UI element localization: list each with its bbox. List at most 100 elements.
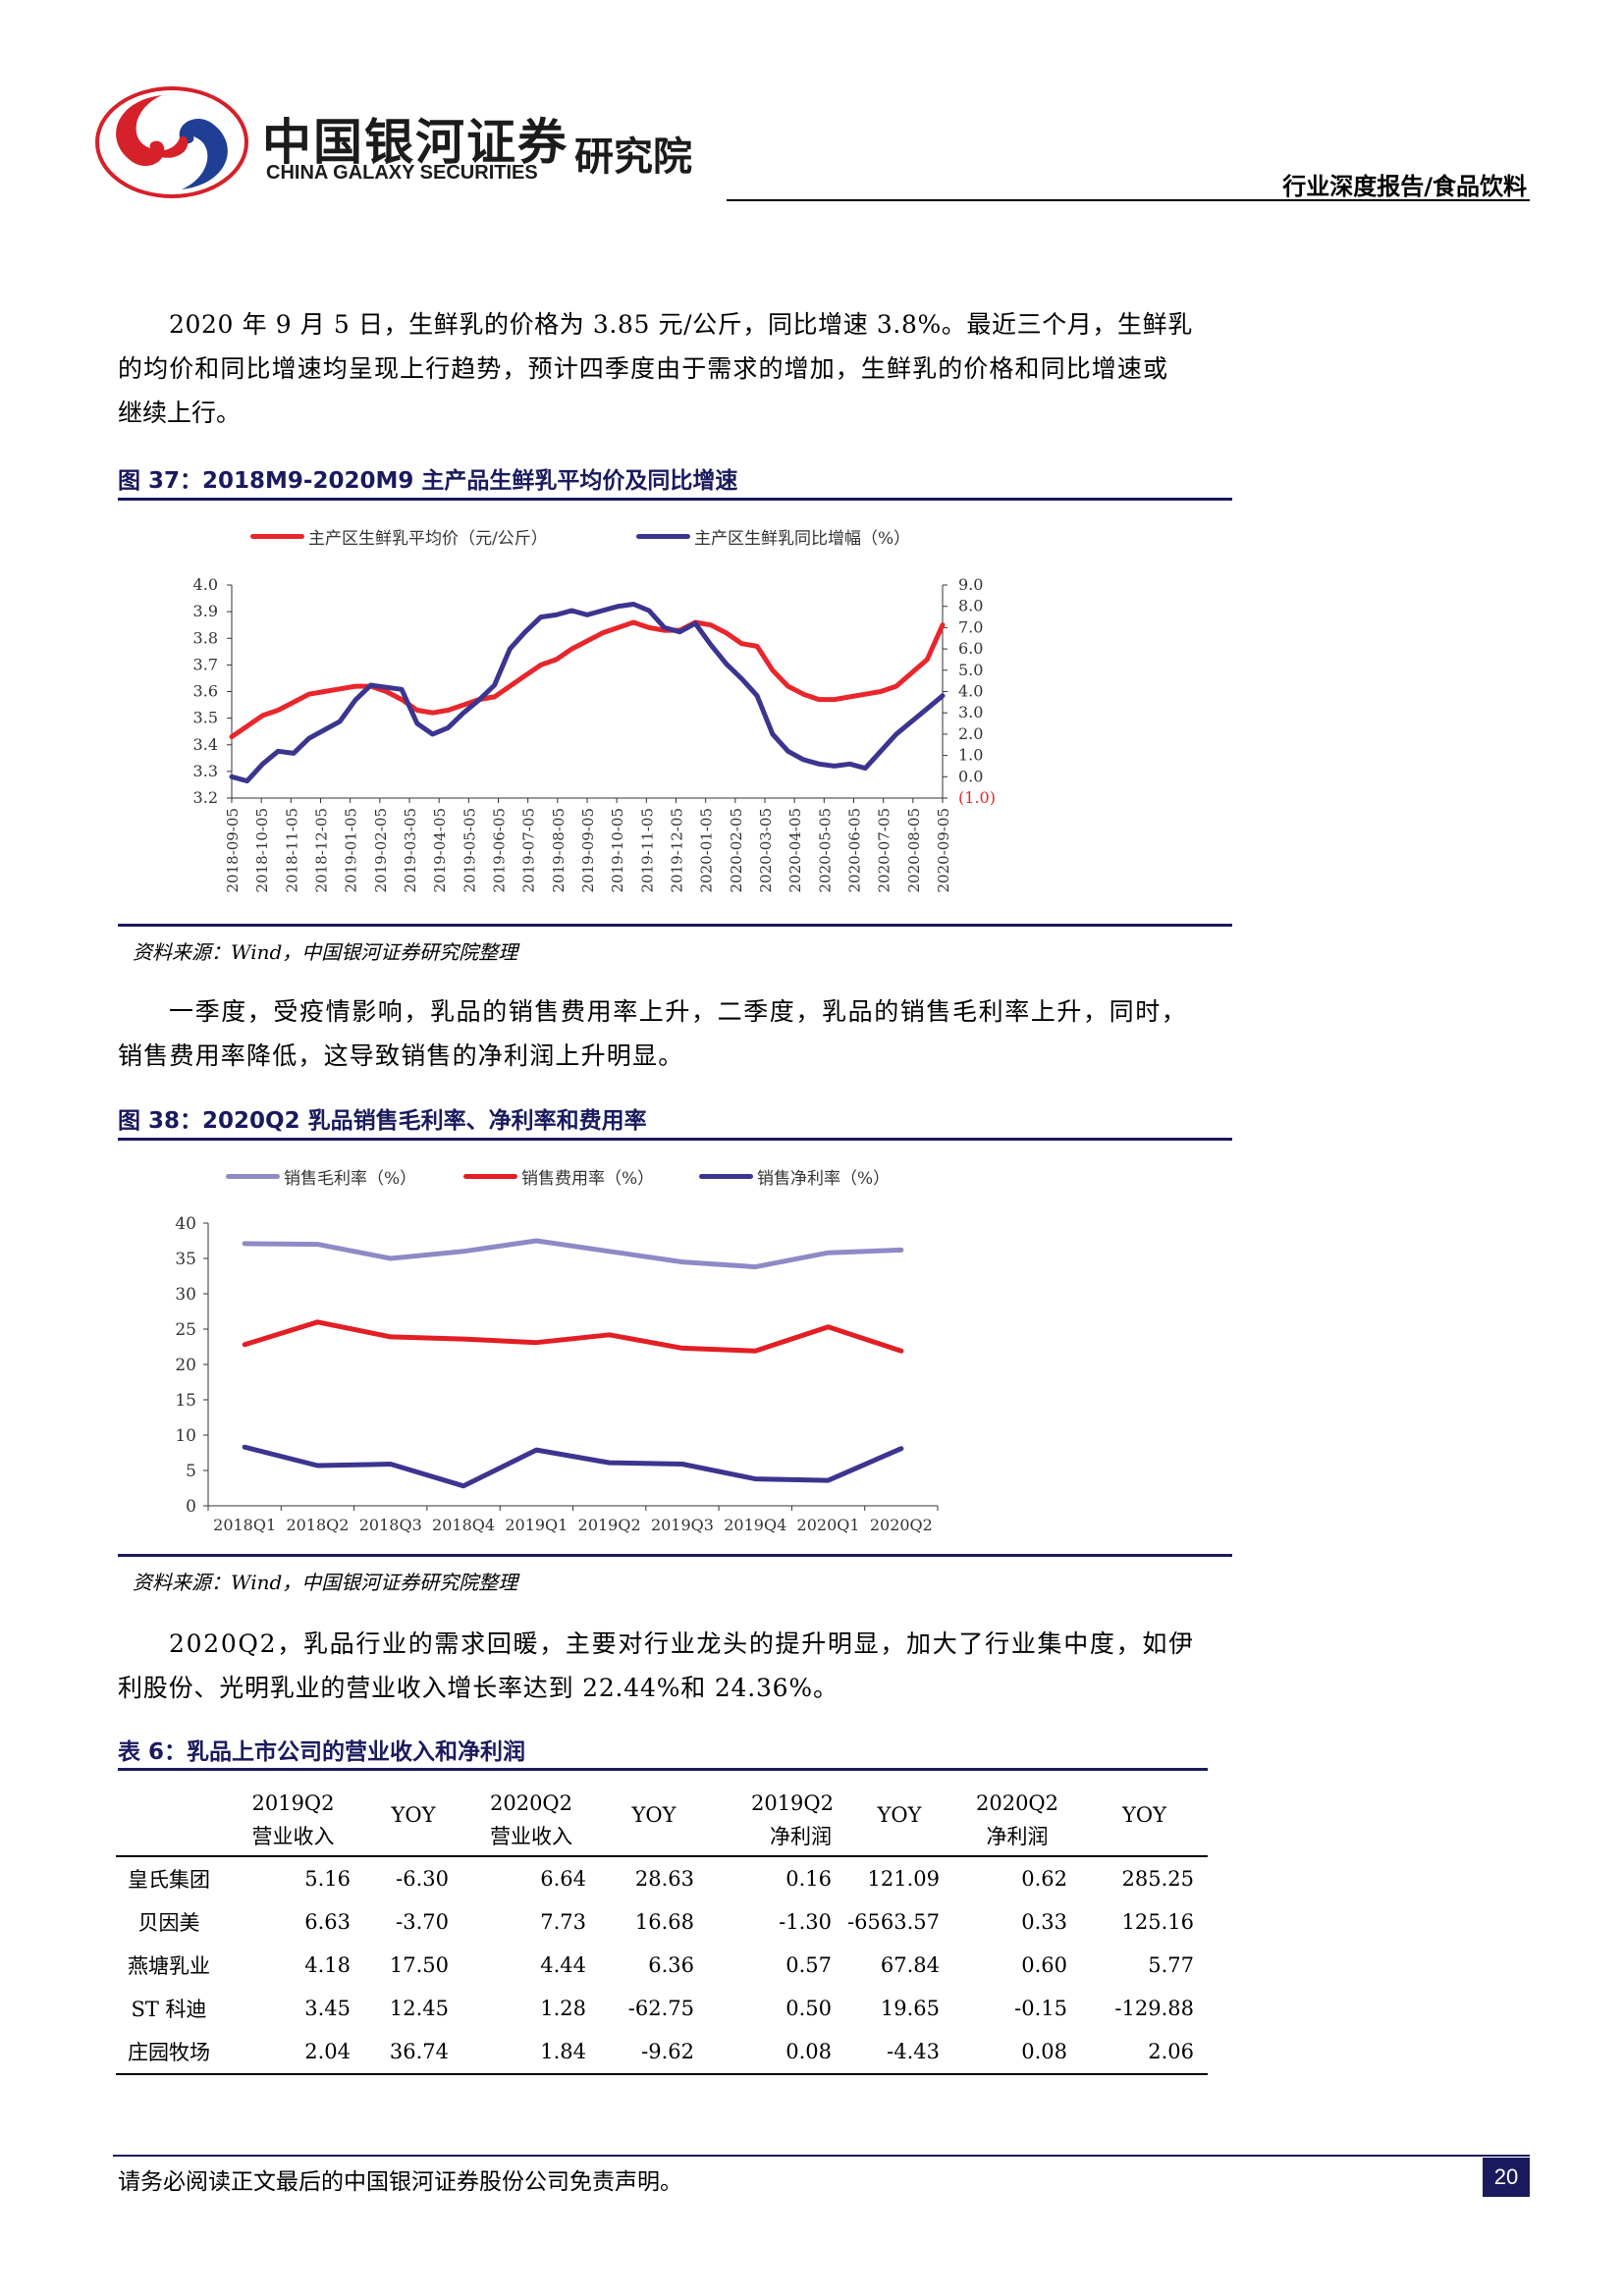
legend-label: 主产区生鲜乳平均价（元/公斤） — [308, 529, 548, 549]
legend-label: 销售费用率（%） — [521, 1169, 655, 1189]
x-tick-label: 2019-11-05 — [638, 808, 656, 892]
header-subcell: 营业收入 — [251, 1825, 335, 1848]
y-right-tick-label: 6.0 — [958, 639, 983, 658]
header-cell: YOY — [631, 1802, 677, 1827]
institute-label: 研究院 — [574, 134, 692, 180]
header-cell: 2020Q2 — [975, 1791, 1059, 1815]
x-tick-label: 2020-01-05 — [698, 808, 716, 892]
report-category: 行业深度报告/食品饮料 — [1282, 173, 1527, 200]
value-cell: 0.62 — [1021, 1867, 1067, 1891]
value-cell: 0.33 — [1021, 1910, 1067, 1934]
legend-label: 销售毛利率（%） — [284, 1169, 417, 1189]
y-right-tick-label: (1.0) — [958, 788, 996, 807]
y-tick-label: 0 — [186, 1497, 196, 1517]
price-series-line — [229, 619, 946, 740]
y-left-tick-label: 3.2 — [193, 788, 218, 807]
value-cell: -9.62 — [641, 2040, 694, 2063]
x-tick-label: 2019Q2 — [578, 1516, 641, 1534]
value-cell: 1.28 — [540, 1997, 586, 2020]
milk-price-chart: 3.2 3.3 3.4 3.5 3.6 3.7 3.8 3.9 4.0 (1.0) 0.0 1.0 2.… — [193, 575, 996, 892]
y-right-tick-label: 8.0 — [958, 597, 983, 615]
y-left-tick-label: 3.7 — [193, 655, 218, 673]
footer-disclaimer: 请务必阅读正文最后的中国银河证券股份公司免责声明。 — [118, 2169, 682, 2195]
x-tick-label: 2018-09-05 — [224, 808, 242, 892]
table-row: ST 科迪 3.45 12.45 1.28 -62.75 0.50 19.65 -0.15 -1… — [116, 1987, 1208, 2030]
table-header-row: 2019Q2 YOY 2020Q2 YOY 2019Q2 YOY 2020Q2 … — [116, 1774, 1208, 1827]
y-right-tick-label: 9.0 — [958, 575, 983, 594]
revenue-profit-table: 2019Q2 YOY 2020Q2 YOY 2019Q2 YOY 2020Q2 … — [116, 1774, 1208, 2075]
y-left-tick-label: 3.3 — [193, 762, 218, 780]
x-tick-label: 2018-10-05 — [253, 808, 271, 892]
y-tick-label: 5 — [186, 1462, 196, 1481]
figure-38-source: 资料来源：Wind，中国银河证券研究院整理 — [133, 1571, 518, 1594]
y-right-tick-label: 0.0 — [958, 767, 983, 785]
x-tick-label: 2020Q2 — [870, 1516, 933, 1534]
text-line: 销售费用率降低，这导致销售的净利润上升明显。 — [118, 1041, 684, 1070]
x-tick-label: 2018Q3 — [359, 1516, 422, 1534]
value-cell: 17.50 — [389, 1953, 449, 1977]
x-tick-label: 2020-06-05 — [846, 808, 864, 892]
value-cell: 0.08 — [1021, 2040, 1067, 2063]
company-name-cn: 中国银河证券 — [262, 114, 568, 171]
yoy-series-line — [229, 602, 946, 784]
value-cell: 28.63 — [634, 1867, 694, 1891]
y-left-tick-label: 3.9 — [193, 602, 218, 620]
value-cell: -4.43 — [887, 2040, 940, 2063]
x-tick-label: 2019-10-05 — [609, 808, 626, 892]
value-cell: 0.50 — [785, 1997, 832, 2020]
legend-swatch — [463, 1174, 517, 1179]
x-tick-label: 2019-12-05 — [669, 808, 686, 892]
y-left-tick-label: 3.4 — [193, 735, 218, 754]
header-subcell: 净利润 — [770, 1825, 832, 1848]
company-name-cell: 燕塘乳业 — [128, 1954, 210, 1978]
legend-price: 主产区生鲜乳平均价（元/公斤） — [250, 524, 548, 549]
figure-divider — [118, 498, 1232, 501]
legend-swatch — [699, 1174, 753, 1179]
y-tick-label: 15 — [175, 1391, 196, 1411]
value-cell: 0.57 — [785, 1953, 832, 1977]
legend-label: 销售净利率（%） — [757, 1169, 891, 1189]
text-line: 一季度，受疫情影响，乳品的销售费用率上升，二季度，乳品的销售毛利率上升，同时， — [169, 997, 1188, 1026]
y-right-tick-label: 1.0 — [958, 746, 983, 765]
company-name-cell: 庄园牧场 — [128, 2041, 210, 2064]
y-tick-label: 35 — [175, 1250, 196, 1269]
company-name-cell: 皇氏集团 — [128, 1868, 210, 1892]
text-line: 利股份、光明乳业的营业收入增长率达到 22.44%和 24.36%。 — [118, 1674, 839, 1702]
table-row: 贝因美 6.63 -3.70 7.73 16.68 -1.30 -6563.57 0.33 12… — [116, 1900, 1208, 1944]
value-cell: 6.64 — [540, 1867, 586, 1891]
value-cell: 5.16 — [304, 1867, 351, 1891]
value-cell: 121.09 — [867, 1867, 940, 1891]
x-tick-label: 2018Q1 — [213, 1516, 276, 1534]
y-left-tick-label: 3.5 — [193, 709, 218, 727]
y-right-tick-label: 4.0 — [958, 682, 983, 701]
y-tick-label: 40 — [175, 1214, 196, 1234]
x-tick-label: 2019-02-05 — [372, 808, 390, 892]
x-tick-label: 2020-03-05 — [757, 808, 775, 892]
value-cell: 7.73 — [540, 1910, 586, 1934]
y-tick-label: 20 — [175, 1356, 196, 1375]
value-cell: -6.30 — [396, 1867, 449, 1891]
x-tick-label: 2019-09-05 — [579, 808, 597, 892]
company-name-cell: 贝因美 — [137, 1911, 200, 1935]
x-tick-label: 2019-08-05 — [550, 808, 568, 892]
table-body: 皇氏集团 5.16 -6.30 6.64 28.63 0.16 121.09 0.62 285.… — [116, 1856, 1208, 2074]
legend-net-margin: 销售净利率（%） — [699, 1164, 890, 1189]
value-cell: 16.68 — [634, 1910, 694, 1934]
table-6-title: 表 6：乳品上市公司的营业收入和净利润 — [118, 1739, 526, 1765]
value-cell: 12.45 — [389, 1997, 449, 2020]
value-cell: 5.77 — [1148, 1953, 1194, 1977]
x-tick-label: 2020Q1 — [797, 1516, 860, 1534]
value-cell: 4.44 — [540, 1953, 586, 1977]
x-tick-label: 2020-08-05 — [905, 808, 923, 892]
header-subcell: 营业收入 — [490, 1825, 572, 1848]
figure-divider — [118, 1138, 1232, 1141]
page-header: 中国银河证券 CHINA GALAXY SECURITIES 研究院 行业深度报… — [93, 83, 1527, 201]
footer-divider — [113, 2155, 1530, 2157]
y-tick-label: 30 — [175, 1285, 196, 1305]
y-right-tick-label: 7.0 — [958, 617, 983, 636]
galaxy-logo-icon — [95, 86, 248, 198]
header-subcell: 净利润 — [986, 1825, 1049, 1848]
y-tick-label: 10 — [175, 1426, 196, 1446]
figure-37-source: 资料来源：Wind，中国银河证券研究院整理 — [133, 940, 518, 964]
value-cell: 125.16 — [1121, 1910, 1194, 1934]
